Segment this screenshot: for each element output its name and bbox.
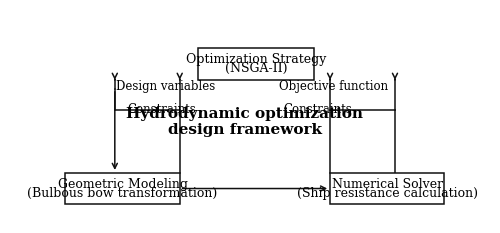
- Text: (Bulbous bow transformation): (Bulbous bow transformation): [28, 187, 218, 200]
- FancyBboxPatch shape: [66, 173, 180, 204]
- Text: design framework: design framework: [168, 123, 322, 137]
- Text: (Ship resistance calculation): (Ship resistance calculation): [296, 187, 478, 200]
- Text: Hydrodynamic optimization: Hydrodynamic optimization: [126, 107, 363, 121]
- Text: Objective function: Objective function: [279, 80, 388, 93]
- Text: Design variables: Design variables: [116, 80, 215, 93]
- Text: (NSGA-II): (NSGA-II): [225, 62, 288, 75]
- Text: Numerical Solver: Numerical Solver: [332, 178, 443, 191]
- Text: Constraints: Constraints: [127, 103, 196, 116]
- Text: Optimization Strategy: Optimization Strategy: [186, 53, 326, 66]
- FancyBboxPatch shape: [198, 48, 314, 80]
- Text: Constraints: Constraints: [284, 103, 352, 116]
- Text: Geometric Modeling: Geometric Modeling: [58, 178, 188, 191]
- FancyBboxPatch shape: [330, 173, 444, 204]
